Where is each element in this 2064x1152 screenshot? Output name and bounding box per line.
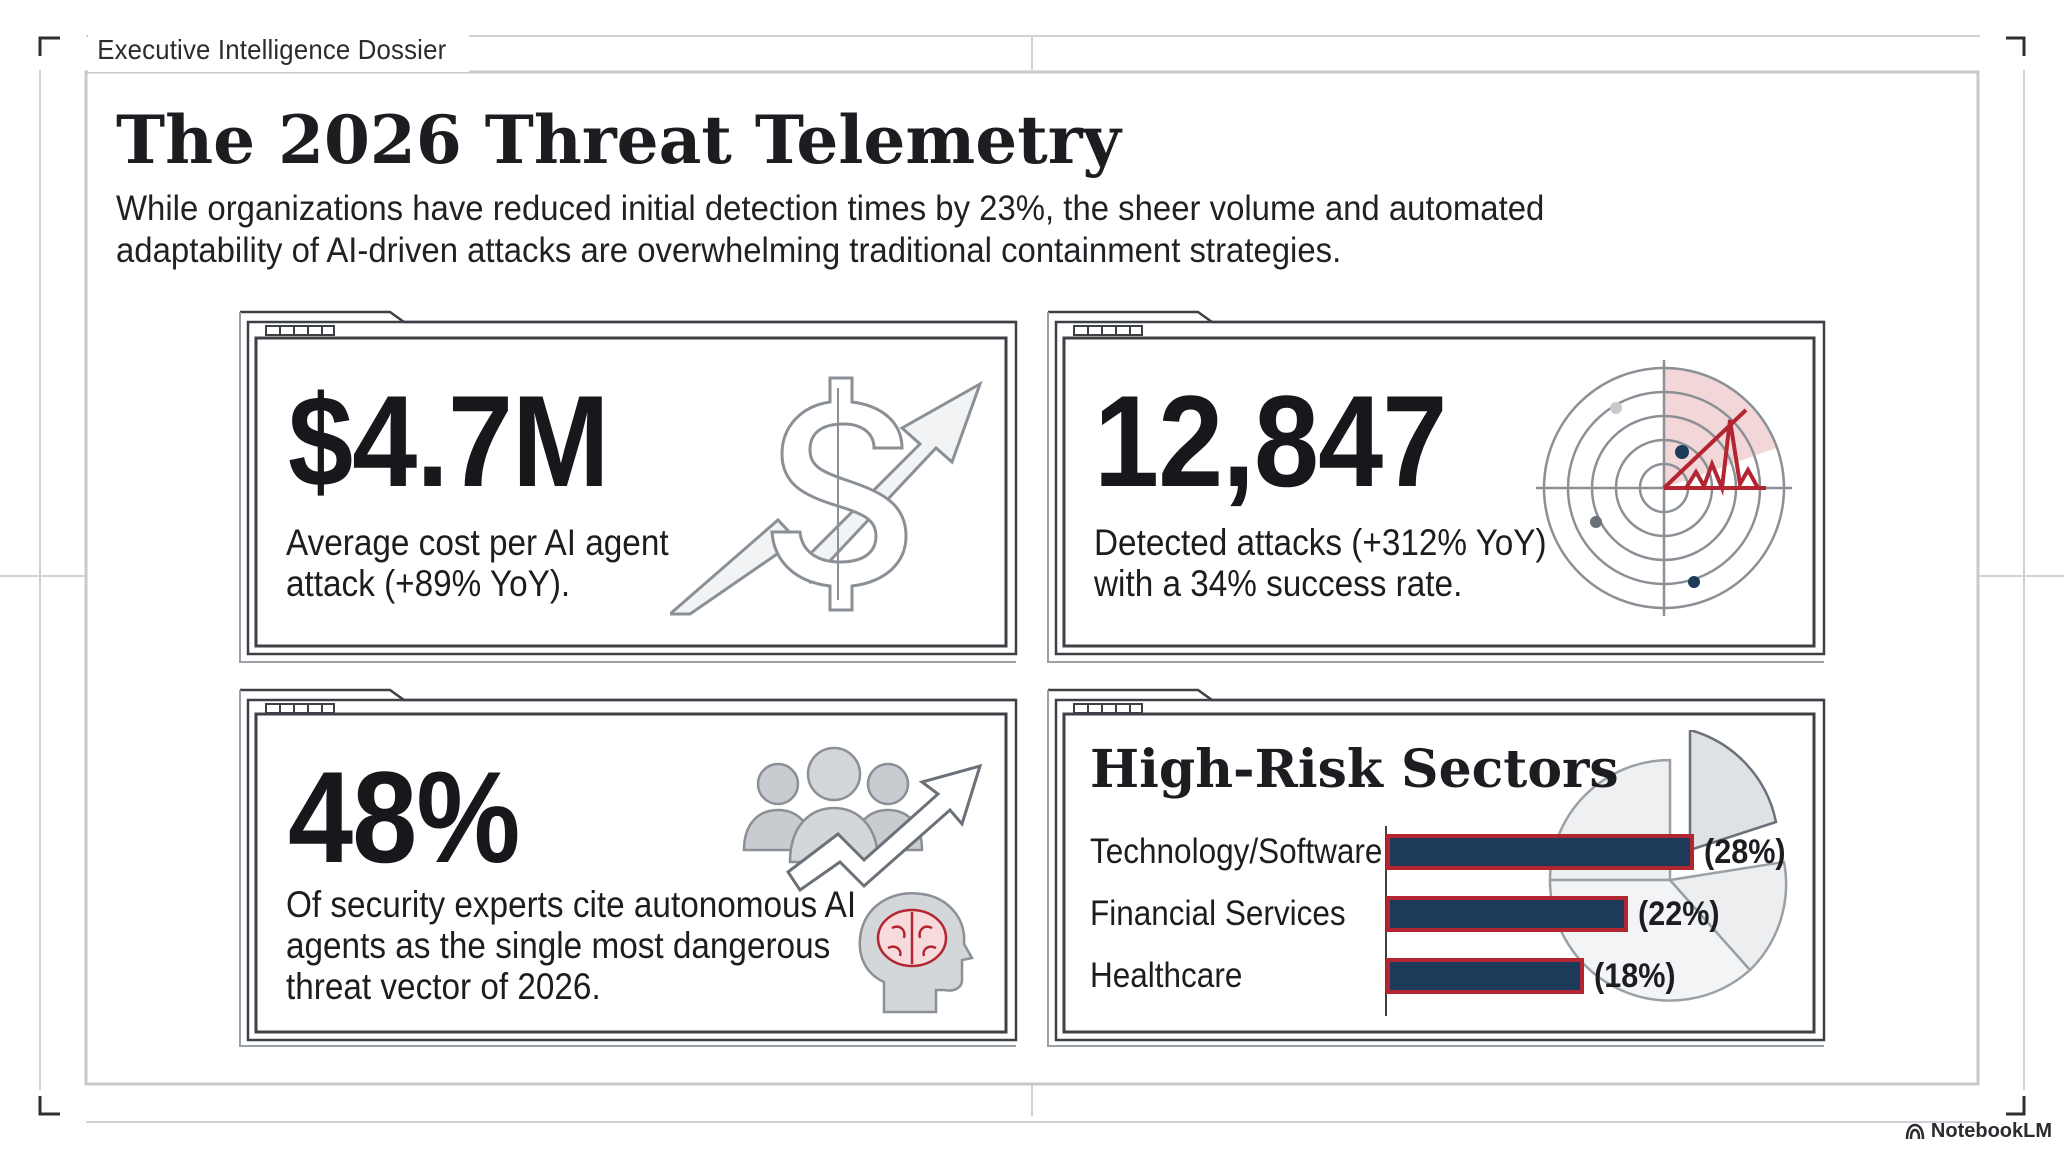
notebooklm-logo-icon — [1905, 1123, 1925, 1139]
sector-value: (22%) — [1638, 895, 1720, 933]
sector-bar — [1386, 834, 1694, 870]
experts-description: Of security experts cite autonomous AI a… — [286, 884, 857, 1007]
sector-label: Healthcare — [1090, 956, 1243, 995]
experts-stat: 48% — [288, 744, 520, 890]
page-title: The 2026 Threat Telemetry — [116, 101, 1121, 179]
brand-label: NotebookLM — [1930, 1120, 2052, 1142]
brand-mark: NotebookLM — [1905, 1116, 2052, 1146]
sector-value: (28%) — [1704, 833, 1786, 871]
dossier-label: Executive Intelligence Dossier — [88, 28, 469, 72]
page-subtitle: While organizations have reduced initial… — [116, 189, 1545, 270]
attacks-description: Detected attacks (+312% YoY) with a 34% … — [1094, 522, 1547, 604]
radar-scope-icon — [1536, 360, 1792, 616]
cost-stat: $4.7M — [288, 368, 610, 514]
cost-description: Average cost per AI agent attack (+89% Y… — [286, 522, 669, 604]
sector-label: Technology/Software — [1090, 832, 1383, 871]
sectors-heading: High-Risk Sectors — [1090, 739, 1619, 800]
people-growth-brain-icon — [742, 746, 983, 1014]
sector-value: (18%) — [1594, 957, 1676, 995]
dollar-trend-up-icon — [670, 376, 983, 616]
attacks-stat: 12,847 — [1094, 368, 1447, 514]
sector-bar — [1386, 958, 1584, 994]
sector-bar — [1386, 896, 1628, 932]
sector-label: Financial Services — [1090, 894, 1346, 933]
